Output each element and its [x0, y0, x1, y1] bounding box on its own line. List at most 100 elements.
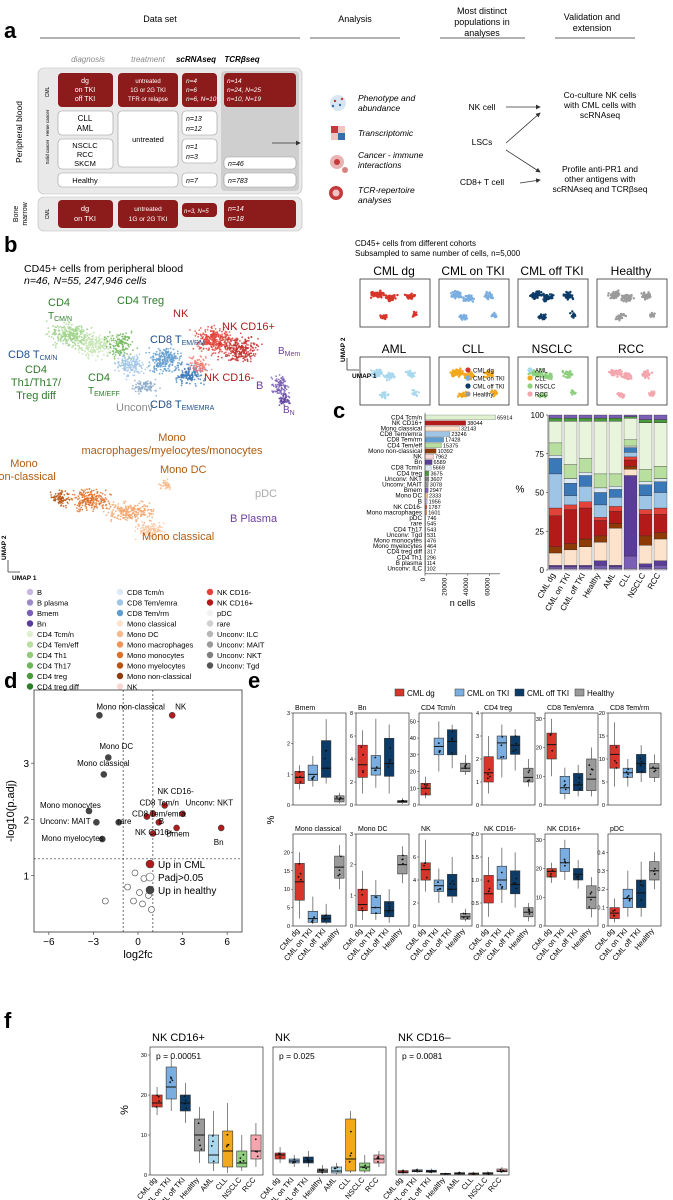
umap-point [225, 331, 228, 334]
jitter-point [462, 912, 465, 915]
subplot-title: Mono DC [358, 826, 388, 833]
stacked-bar-segment [653, 560, 668, 566]
umap-point [165, 369, 167, 372]
umap-point [219, 337, 222, 340]
umap-point [237, 342, 240, 345]
cohort-point [630, 295, 633, 298]
cohort-legend-swatch [527, 367, 533, 373]
umap-point [187, 372, 190, 375]
jitter-point [338, 873, 341, 876]
umap-point [102, 346, 105, 348]
umap-point [236, 339, 238, 342]
umap-point [155, 527, 158, 530]
umap-point [214, 328, 217, 330]
umap-point [161, 530, 164, 533]
umap-point [186, 363, 188, 366]
umap-point [71, 341, 74, 344]
jitter-point [464, 767, 467, 770]
cohort-point [650, 371, 654, 374]
bar-value-label: 7962 [435, 455, 447, 461]
umap-point [273, 385, 275, 388]
y-tick-label: 10 [410, 786, 416, 792]
umap-point [221, 339, 224, 341]
umap-point [123, 373, 125, 375]
umap-point [57, 496, 60, 499]
umap-point [166, 478, 169, 481]
umap-point [131, 341, 134, 343]
umap-point [204, 368, 206, 371]
umap-point [212, 345, 215, 348]
box [384, 737, 395, 777]
umap-point [151, 516, 154, 519]
cohort-point [612, 372, 615, 375]
umap-point [149, 356, 152, 359]
cohort-point [390, 295, 393, 299]
umap-point [131, 369, 134, 372]
umap-point [60, 337, 62, 340]
box [586, 758, 597, 791]
cohort-point [457, 375, 461, 378]
cohort-point [459, 367, 462, 370]
umap-point [251, 350, 254, 352]
umap-point [96, 355, 99, 357]
umap-point [74, 339, 77, 342]
umap-point [137, 511, 140, 514]
umap-point [231, 351, 233, 354]
stacked-bar-segment [608, 527, 623, 566]
umap-point [149, 389, 151, 391]
umap-point [123, 514, 125, 516]
umap-point [45, 320, 48, 323]
umap-point [117, 514, 120, 517]
jitter-point [588, 764, 591, 766]
umap-point [194, 374, 197, 377]
umap-point [255, 343, 258, 346]
bar [424, 493, 428, 499]
umap-point [105, 354, 108, 357]
umap-point [152, 356, 155, 359]
umap-point [139, 507, 142, 509]
umap-point [101, 358, 103, 361]
y-tick-label: 100 [531, 411, 545, 420]
bar-category-label: Mono non-classical [368, 448, 422, 455]
umap-point [83, 496, 86, 498]
cohort-point [464, 299, 467, 302]
cohort-legend-swatch [465, 375, 471, 381]
umap-point [189, 362, 192, 365]
cohort-point [627, 372, 631, 375]
umap-point [168, 485, 170, 488]
umap-point [119, 352, 121, 355]
jitter-point [615, 746, 618, 749]
stacked-bar-segment [638, 563, 653, 568]
cohort-title-label: RCC [618, 342, 644, 356]
umap-point [240, 352, 243, 355]
celltype-legend-label: Mono non-classical [127, 672, 192, 681]
cohort-point [453, 296, 457, 299]
volcano-point [115, 818, 122, 826]
y-tick-label: 1 [350, 893, 353, 899]
jitter-point [488, 887, 491, 890]
cohort-point [471, 300, 475, 303]
bar-category-label: CD4 Th1 [397, 554, 423, 561]
bar [424, 420, 466, 426]
umap-point [148, 502, 151, 505]
cohort-point [538, 374, 542, 378]
umap-point [225, 353, 227, 356]
umap-point [195, 374, 198, 376]
umap-point [226, 355, 228, 358]
cohort-point [573, 313, 576, 316]
umap-point [107, 352, 109, 354]
celltype-legend-label: Unconv: ILC [217, 630, 259, 639]
umap-point [162, 370, 165, 372]
cohort-point [617, 317, 621, 321]
umap-point [144, 527, 147, 530]
cohort-point [409, 296, 412, 299]
cohort-point [565, 295, 568, 299]
umap-point [160, 484, 163, 487]
subplot-frame [355, 833, 410, 927]
umap-point [63, 339, 65, 341]
umap-point [82, 343, 85, 345]
volcano-point-label: rare [117, 817, 132, 826]
umap-point [235, 350, 237, 352]
umap-point [204, 355, 207, 358]
umap-point [73, 334, 76, 337]
